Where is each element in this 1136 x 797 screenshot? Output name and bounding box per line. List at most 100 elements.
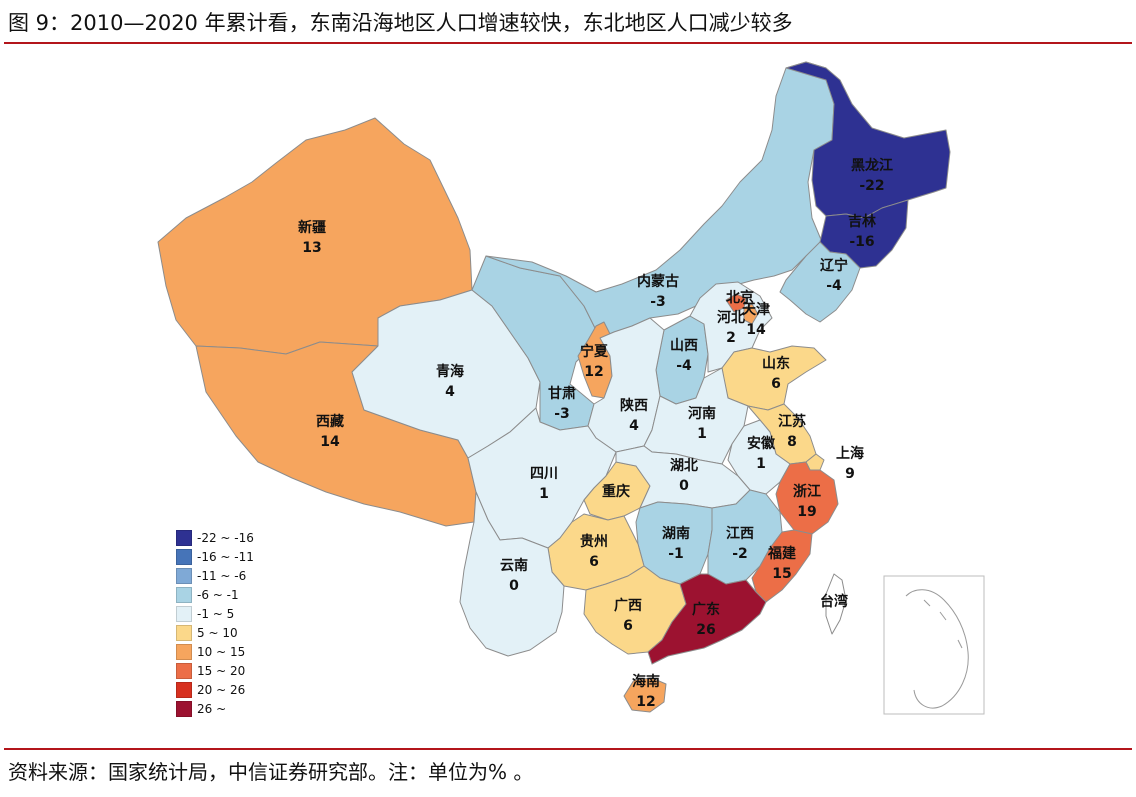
province-label-anhui: 安徽 1: [747, 435, 776, 472]
legend-swatch: [176, 605, 192, 622]
province-value: -3: [554, 406, 570, 422]
province-liaoning: [779, 241, 861, 323]
legend-swatch: [176, 662, 192, 679]
province-label-guangdong: 广东 26: [692, 601, 720, 638]
legend-label: -1 ~ 5: [197, 606, 235, 621]
province-label-shanghai: 上海 9: [836, 445, 864, 482]
province-name: 河北: [717, 309, 745, 326]
province-name: 湖北: [670, 458, 698, 474]
province-value: 13: [302, 240, 321, 256]
province-label-qinghai: 青海 4: [436, 363, 464, 400]
province-value: -4: [826, 278, 842, 294]
legend-swatch: [176, 700, 192, 717]
province-beijing: [725, 293, 747, 313]
legend-swatch: [176, 681, 192, 698]
legend-label: 15 ~ 20: [197, 663, 246, 678]
province-value: 8: [787, 434, 797, 450]
bottom-divider: [4, 748, 1132, 750]
province-name: 福建: [767, 545, 796, 562]
province-label-fujian: 福建 15: [767, 545, 796, 582]
province-value: -16: [849, 234, 874, 250]
province-label-xinjiang: 新疆 13: [298, 219, 326, 256]
province-name: 内蒙古: [637, 273, 679, 290]
legend-label: -22 ~ -16: [197, 530, 254, 545]
province-name: 广西: [614, 597, 642, 614]
figure-title: 图 9：2010—2020 年累计看，东南沿海地区人口增速较快，东北地区人口减少…: [8, 11, 793, 35]
province-taiwan: [825, 573, 847, 635]
province-label-shaanxi: 陕西 4: [620, 397, 648, 434]
province-label-neimenggu: 内蒙古 -3: [637, 273, 679, 310]
province-name: 广东: [692, 601, 720, 618]
province-name: 山东: [762, 355, 790, 372]
province-value: 2: [726, 330, 736, 346]
province-label-zhejiang: 浙江 19: [793, 483, 821, 520]
province-guangdong: [647, 573, 767, 665]
south-china-sea-inset: [883, 575, 985, 715]
province-name: 湖南: [662, 525, 690, 542]
legend-label: -11 ~ -6: [197, 568, 247, 583]
province-value: -2: [732, 546, 748, 562]
province-label-xizang: 西藏 14: [316, 413, 344, 450]
legend-item: -22 ~ -16: [176, 528, 254, 547]
legend-label: 20 ~ 26: [197, 682, 246, 697]
province-label-hubei: 湖北 0: [670, 458, 698, 494]
province-name: 陕西: [620, 397, 648, 414]
map-legend: -22 ~ -16 -16 ~ -11 -11 ~ -6 -6 ~ -1 -1 ~ 5 5…: [176, 528, 254, 718]
province-value: 12: [584, 364, 603, 380]
province-label-chongqing: 重庆: [602, 483, 630, 500]
legend-swatch: [176, 586, 192, 603]
province-label-tianjin: 天津 14: [742, 301, 770, 338]
legend-swatch: [176, 643, 192, 660]
province-name: 重庆: [602, 483, 630, 500]
province-value: -22: [859, 178, 884, 194]
province-label-sichuan: 四川 1: [530, 466, 558, 502]
province-value: 6: [771, 376, 781, 392]
province-value: 1: [756, 456, 766, 472]
province-label-hebei: 河北 2: [717, 309, 745, 346]
province-label-hainan: 海南 12: [632, 673, 660, 710]
province-name: 西藏: [316, 413, 344, 430]
province-value: 14: [320, 434, 340, 450]
legend-swatch: [176, 624, 192, 641]
province-name: 宁夏: [580, 343, 609, 360]
province-label-jiangxi: 江西 -2: [726, 525, 754, 562]
province-value: 1: [697, 426, 707, 442]
province-anhui: [727, 419, 791, 495]
province-label-taiwan: 台湾: [820, 593, 848, 610]
province-label-shandong: 山东 6: [762, 355, 790, 392]
province-name: 安徽: [747, 435, 776, 452]
province-value: 6: [623, 618, 633, 634]
province-value: -3: [650, 294, 666, 310]
province-label-yunnan: 云南 0: [500, 557, 528, 594]
legend-item: -16 ~ -11: [176, 547, 254, 566]
province-value: 15: [772, 566, 791, 582]
province-value: 6: [589, 554, 599, 570]
province-name: 江苏: [778, 413, 806, 430]
province-value: 14: [746, 322, 766, 338]
province-label-ningxia: 宁夏 12: [580, 343, 609, 380]
legend-label: -6 ~ -1: [197, 587, 239, 602]
province-name: 云南: [500, 557, 528, 574]
legend-item: 10 ~ 15: [176, 642, 254, 661]
province-name: 甘肃: [548, 385, 576, 402]
province-name: 黑龙江: [851, 157, 893, 174]
legend-label: 5 ~ 10: [197, 625, 238, 640]
top-divider: [4, 42, 1132, 44]
province-name: 台湾: [820, 593, 848, 610]
province-value: -4: [676, 358, 692, 374]
province-value: 26: [696, 622, 715, 638]
province-label-hunan: 湖南 -1: [662, 525, 690, 562]
province-label-henan: 河南 1: [688, 405, 716, 442]
legend-swatch: [176, 548, 192, 565]
legend-item: 5 ~ 10: [176, 623, 254, 642]
province-name: 河南: [688, 405, 716, 422]
legend-swatch: [176, 529, 192, 546]
legend-swatch: [176, 567, 192, 584]
province-name: 浙江: [793, 483, 821, 500]
province-value: 0: [679, 478, 689, 494]
province-name: 上海: [836, 445, 864, 462]
province-value: 0: [509, 578, 519, 594]
province-value: 4: [445, 384, 455, 400]
